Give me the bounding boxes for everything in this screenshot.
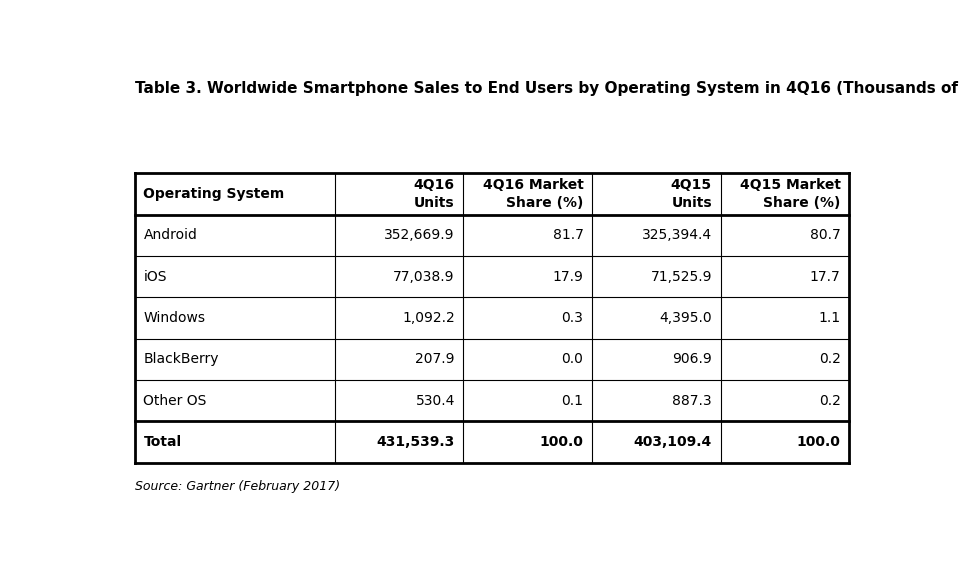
Text: Total: Total bbox=[143, 435, 181, 449]
Text: Table 3. Worldwide Smartphone Sales to End Users by Operating System in 4Q16 (Th: Table 3. Worldwide Smartphone Sales to E… bbox=[134, 81, 960, 96]
Text: 4Q15 Market
Share (%): 4Q15 Market Share (%) bbox=[739, 178, 841, 211]
Text: 403,109.4: 403,109.4 bbox=[634, 435, 712, 449]
Text: 17.9: 17.9 bbox=[553, 270, 584, 284]
Text: Windows: Windows bbox=[143, 311, 205, 325]
Text: 431,539.3: 431,539.3 bbox=[376, 435, 455, 449]
Text: 4Q15
Units: 4Q15 Units bbox=[671, 178, 712, 211]
Text: 906.9: 906.9 bbox=[672, 352, 712, 366]
Text: 17.7: 17.7 bbox=[810, 270, 841, 284]
Text: Android: Android bbox=[143, 228, 198, 242]
Text: 4Q16
Units: 4Q16 Units bbox=[414, 178, 455, 211]
Text: 0.2: 0.2 bbox=[819, 394, 841, 407]
Text: 0.1: 0.1 bbox=[562, 394, 584, 407]
Text: 71,525.9: 71,525.9 bbox=[651, 270, 712, 284]
Text: 100.0: 100.0 bbox=[797, 435, 841, 449]
Text: 100.0: 100.0 bbox=[540, 435, 584, 449]
Text: 80.7: 80.7 bbox=[810, 228, 841, 242]
Text: 352,669.9: 352,669.9 bbox=[384, 228, 455, 242]
Text: 0.3: 0.3 bbox=[562, 311, 584, 325]
Text: 0.0: 0.0 bbox=[562, 352, 584, 366]
Text: 1,092.2: 1,092.2 bbox=[402, 311, 455, 325]
Text: 207.9: 207.9 bbox=[416, 352, 455, 366]
Text: 530.4: 530.4 bbox=[416, 394, 455, 407]
Text: 325,394.4: 325,394.4 bbox=[642, 228, 712, 242]
Text: 887.3: 887.3 bbox=[672, 394, 712, 407]
Text: 77,038.9: 77,038.9 bbox=[394, 270, 455, 284]
Text: 4,395.0: 4,395.0 bbox=[660, 311, 712, 325]
Text: 1.1: 1.1 bbox=[819, 311, 841, 325]
Text: Source: Gartner (February 2017): Source: Gartner (February 2017) bbox=[134, 480, 340, 493]
Text: BlackBerry: BlackBerry bbox=[143, 352, 219, 366]
Text: iOS: iOS bbox=[143, 270, 167, 284]
Text: Operating System: Operating System bbox=[143, 187, 285, 201]
Text: 0.2: 0.2 bbox=[819, 352, 841, 366]
Text: 4Q16 Market
Share (%): 4Q16 Market Share (%) bbox=[483, 178, 584, 211]
Text: 81.7: 81.7 bbox=[553, 228, 584, 242]
Text: Other OS: Other OS bbox=[143, 394, 206, 407]
